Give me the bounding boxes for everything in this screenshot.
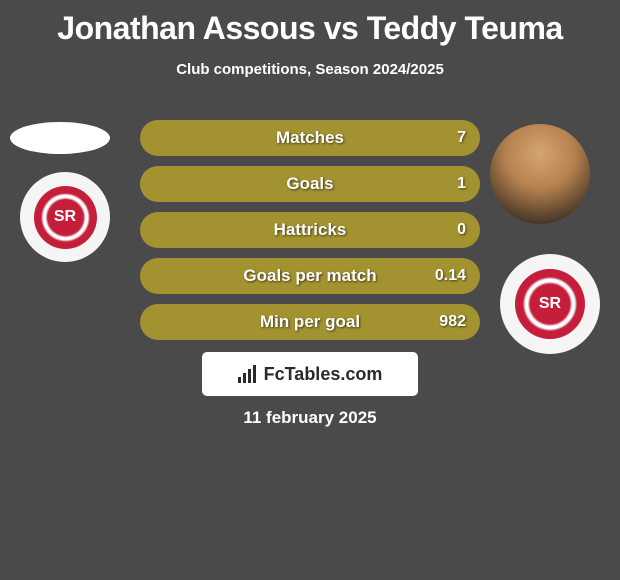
player-left-club-badge	[20, 172, 110, 262]
stat-row-hattricks: Hattricks 0	[140, 212, 480, 248]
stat-label: Hattricks	[140, 220, 480, 240]
player-left-avatar	[10, 122, 110, 154]
brand-watermark: FcTables.com	[202, 352, 418, 396]
stat-right-value: 7	[457, 129, 466, 147]
reims-logo-icon	[34, 186, 97, 249]
brand-text: FcTables.com	[264, 364, 383, 385]
snapshot-date: 11 february 2025	[0, 408, 620, 428]
stat-right-value: 982	[439, 313, 466, 331]
subtitle: Club competitions, Season 2024/2025	[0, 61, 620, 78]
stat-label: Min per goal	[140, 312, 480, 332]
stat-label: Goals	[140, 174, 480, 194]
stat-label: Matches	[140, 128, 480, 148]
stats-comparison: Matches 7 Goals 1 Hattricks 0 Goals per …	[140, 120, 480, 350]
stat-row-goals-per-match: Goals per match 0.14	[140, 258, 480, 294]
player-right-club-badge	[500, 254, 600, 354]
stat-row-matches: Matches 7	[140, 120, 480, 156]
player-right-avatar	[490, 124, 590, 224]
reims-logo-icon	[515, 269, 585, 339]
stat-label: Goals per match	[140, 266, 480, 286]
stat-right-value: 0.14	[435, 267, 466, 285]
bar-chart-icon	[238, 365, 258, 383]
stat-row-goals: Goals 1	[140, 166, 480, 202]
stat-right-value: 1	[457, 175, 466, 193]
stat-right-value: 0	[457, 221, 466, 239]
page-title: Jonathan Assous vs Teddy Teuma	[0, 0, 620, 47]
stat-row-min-per-goal: Min per goal 982	[140, 304, 480, 340]
